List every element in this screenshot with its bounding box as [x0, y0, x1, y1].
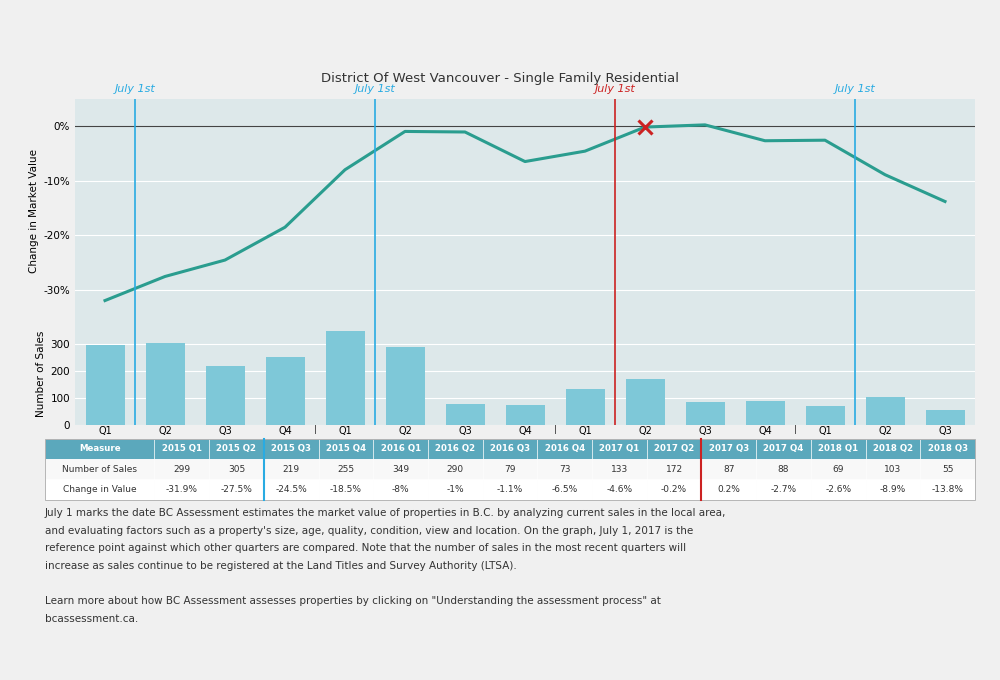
Text: 299: 299	[173, 464, 190, 474]
Text: July 1 marks the date BC Assessment estimates the market value of properties in : July 1 marks the date BC Assessment esti…	[45, 508, 726, 518]
Text: July 1st: July 1st	[595, 84, 635, 94]
Text: 2018: 2018	[871, 441, 899, 451]
Text: July 1st: July 1st	[835, 84, 875, 94]
Text: reference point against which other quarters are compared. Note that the number : reference point against which other quar…	[45, 543, 686, 554]
Text: 2018 Q2: 2018 Q2	[873, 444, 913, 454]
Text: 349: 349	[392, 464, 409, 474]
Bar	[146, 343, 184, 425]
Text: -8.9%: -8.9%	[880, 485, 906, 494]
Text: Measure: Measure	[79, 444, 121, 454]
Text: 2017: 2017	[661, 441, 689, 451]
Text: 55: 55	[942, 464, 953, 474]
Text: 88: 88	[778, 464, 789, 474]
Text: 219: 219	[283, 464, 300, 474]
Bar	[386, 347, 424, 425]
Text: 255: 255	[337, 464, 354, 474]
Text: 2015 Q4: 2015 Q4	[326, 444, 366, 454]
Text: 2015 Q3: 2015 Q3	[271, 444, 311, 454]
Text: 2017 Q1: 2017 Q1	[599, 444, 640, 454]
Text: -4.6%: -4.6%	[606, 485, 632, 494]
Text: -31.9%: -31.9%	[166, 485, 198, 494]
Text: 2015: 2015	[181, 441, 209, 451]
Bar	[446, 404, 484, 425]
Text: 2015 Q2: 2015 Q2	[216, 444, 256, 454]
Bar	[746, 401, 784, 425]
Text: 2017 Q4: 2017 Q4	[763, 444, 804, 454]
Text: July 1st: July 1st	[355, 84, 395, 94]
Text: 87: 87	[723, 464, 735, 474]
Text: -27.5%: -27.5%	[221, 485, 252, 494]
Text: -0.2%: -0.2%	[661, 485, 687, 494]
Bar	[266, 356, 304, 425]
Bar	[926, 410, 964, 425]
Text: increase as sales continue to be registered at the Land Titles and Survey Author: increase as sales continue to be registe…	[45, 561, 517, 571]
Text: 79: 79	[504, 464, 516, 474]
Text: 305: 305	[228, 464, 245, 474]
Text: 2018 Q3: 2018 Q3	[928, 444, 968, 454]
Text: 2017 Q2: 2017 Q2	[654, 444, 694, 454]
Text: -1.1%: -1.1%	[497, 485, 523, 494]
Text: Number of Sales: Number of Sales	[62, 464, 137, 474]
Text: -6.5%: -6.5%	[552, 485, 578, 494]
Text: 2016: 2016	[421, 441, 449, 451]
Bar	[326, 331, 364, 425]
Text: 2017 Q3: 2017 Q3	[709, 444, 749, 454]
Y-axis label: Change in Market Value: Change in Market Value	[29, 149, 39, 273]
Text: -8%: -8%	[392, 485, 409, 494]
Text: -13.8%: -13.8%	[932, 485, 964, 494]
Text: District Of West Vancouver - Single Family Residential: District Of West Vancouver - Single Fami…	[321, 72, 679, 85]
Text: bcassessment.ca.: bcassessment.ca.	[45, 614, 138, 624]
Text: -24.5%: -24.5%	[275, 485, 307, 494]
Text: 0.2%: 0.2%	[717, 485, 740, 494]
Text: 103: 103	[884, 464, 902, 474]
Text: 2016 Q1: 2016 Q1	[381, 444, 421, 454]
Text: 2018 Q1: 2018 Q1	[818, 444, 858, 454]
Text: 133: 133	[611, 464, 628, 474]
Text: 2016 Q4: 2016 Q4	[545, 444, 585, 454]
Text: and evaluating factors such as a property's size, age, quality, condition, view : and evaluating factors such as a propert…	[45, 526, 693, 536]
Text: 73: 73	[559, 464, 570, 474]
Text: July 1st: July 1st	[115, 84, 155, 94]
Text: -1%: -1%	[446, 485, 464, 494]
Y-axis label: Number of Sales: Number of Sales	[36, 330, 46, 418]
Text: -2.6%: -2.6%	[825, 485, 851, 494]
Bar	[506, 405, 544, 425]
Text: -2.7%: -2.7%	[770, 485, 797, 494]
Text: -18.5%: -18.5%	[330, 485, 362, 494]
Bar	[806, 407, 844, 425]
Text: Change in Value: Change in Value	[63, 485, 137, 494]
Bar	[626, 379, 664, 425]
Text: 2016 Q2: 2016 Q2	[435, 444, 475, 454]
Text: 172: 172	[666, 464, 683, 474]
Text: Learn more about how BC Assessment assesses properties by clicking on "Understan: Learn more about how BC Assessment asses…	[45, 596, 661, 607]
Bar	[866, 397, 904, 425]
Bar	[86, 345, 124, 425]
Text: 69: 69	[832, 464, 844, 474]
Bar	[206, 367, 244, 425]
Text: 2016 Q3: 2016 Q3	[490, 444, 530, 454]
Text: 2015 Q1: 2015 Q1	[162, 444, 202, 454]
Bar	[686, 402, 724, 425]
Text: 290: 290	[447, 464, 464, 474]
Bar	[566, 389, 604, 425]
